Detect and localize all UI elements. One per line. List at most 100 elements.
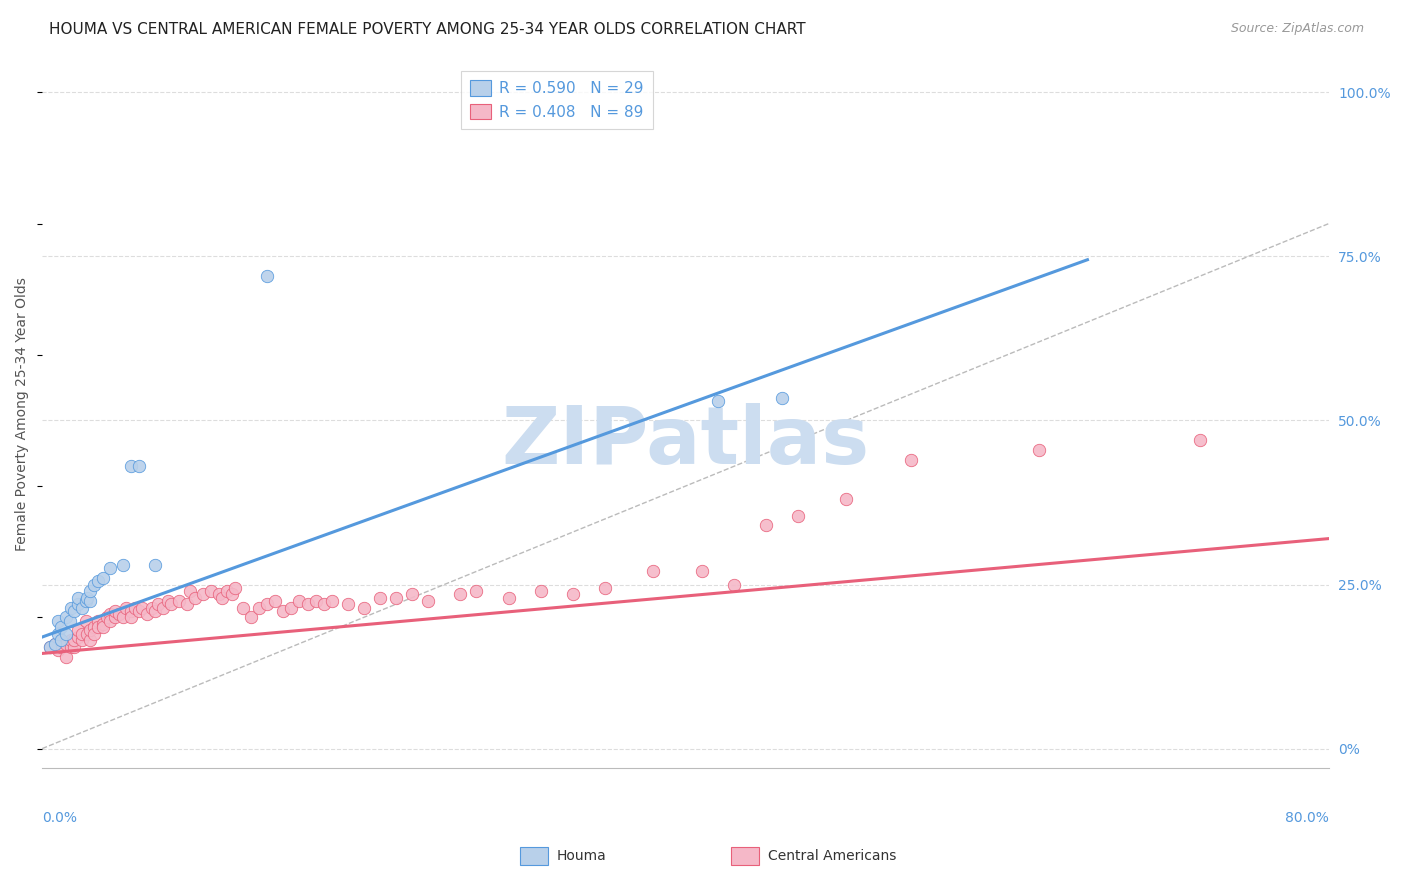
Point	[191, 587, 214, 601]
Point	[401, 587, 423, 601]
Text: ZIPatlas: ZIPatlas	[502, 403, 869, 482]
Point	[643, 565, 665, 579]
Point	[280, 600, 302, 615]
Point	[91, 620, 114, 634]
Point	[58, 614, 80, 628]
Point	[224, 581, 246, 595]
Point	[60, 633, 83, 648]
Point	[146, 597, 169, 611]
Point	[723, 577, 745, 591]
Point	[39, 640, 62, 654]
Point	[184, 591, 207, 605]
Point	[103, 610, 125, 624]
Text: HOUMA VS CENTRAL AMERICAN FEMALE POVERTY AMONG 25-34 YEAR OLDS CORRELATION CHART: HOUMA VS CENTRAL AMERICAN FEMALE POVERTY…	[49, 22, 806, 37]
Point	[66, 591, 89, 605]
Point	[128, 604, 150, 618]
Point	[217, 584, 239, 599]
Point	[79, 584, 101, 599]
Point	[273, 604, 295, 618]
Point	[530, 584, 553, 599]
Point	[72, 600, 94, 615]
Point	[51, 620, 73, 634]
Point	[46, 614, 69, 628]
Point	[96, 610, 118, 624]
Point	[75, 594, 97, 608]
Bar	[520, 847, 548, 865]
Point	[98, 607, 121, 621]
Point	[385, 591, 408, 605]
Point	[124, 600, 146, 615]
Point	[835, 492, 858, 507]
Point	[120, 459, 142, 474]
Point	[176, 597, 198, 611]
Point	[63, 604, 86, 618]
Point	[87, 614, 110, 628]
Point	[787, 508, 810, 523]
Point	[141, 600, 163, 615]
Point	[418, 594, 440, 608]
Point	[211, 591, 233, 605]
Point	[179, 584, 201, 599]
Text: Houma: Houma	[557, 849, 606, 863]
Point	[83, 620, 105, 634]
Point	[240, 610, 263, 624]
Point	[156, 594, 179, 608]
Point	[297, 597, 319, 611]
Point	[321, 594, 343, 608]
Point	[336, 597, 359, 611]
Point	[44, 637, 66, 651]
Point	[465, 584, 488, 599]
Point	[755, 518, 778, 533]
Legend: R = 0.590   N = 29, R = 0.408   N = 89: R = 0.590 N = 29, R = 0.408 N = 89	[461, 70, 652, 128]
Point	[79, 624, 101, 638]
Point	[120, 610, 142, 624]
Point	[60, 640, 83, 654]
Point	[200, 584, 222, 599]
Point	[44, 637, 66, 651]
Point	[232, 600, 254, 615]
Text: 0.0%: 0.0%	[42, 811, 77, 825]
Point	[76, 591, 98, 605]
Point	[66, 597, 89, 611]
Point	[91, 571, 114, 585]
Point	[72, 633, 94, 648]
Point	[706, 393, 728, 408]
Point	[103, 604, 125, 618]
Text: 80.0%: 80.0%	[1285, 811, 1329, 825]
Point	[353, 600, 375, 615]
Point	[131, 600, 153, 615]
Point	[247, 600, 270, 615]
Point	[449, 587, 471, 601]
Point	[63, 633, 86, 648]
Point	[79, 594, 101, 608]
Point	[98, 614, 121, 628]
Point	[55, 637, 77, 651]
Point	[128, 459, 150, 474]
Point	[593, 581, 616, 595]
Point	[55, 626, 77, 640]
Point	[770, 391, 793, 405]
Point	[288, 594, 311, 608]
Point	[114, 600, 136, 615]
Point	[76, 626, 98, 640]
Point	[135, 607, 157, 621]
Text: Source: ZipAtlas.com: Source: ZipAtlas.com	[1230, 22, 1364, 36]
Point	[79, 633, 101, 648]
Point	[66, 630, 89, 644]
Point	[312, 597, 335, 611]
Point	[167, 594, 190, 608]
Text: Central Americans: Central Americans	[768, 849, 896, 863]
Point	[561, 587, 583, 601]
Point	[55, 610, 77, 624]
Point	[256, 597, 278, 611]
Point	[51, 633, 73, 648]
Point	[221, 587, 243, 601]
Point	[152, 600, 174, 615]
Point	[91, 616, 114, 631]
Point	[690, 565, 713, 579]
Point	[1028, 443, 1050, 458]
Y-axis label: Female Poverty Among 25-34 Year Olds: Female Poverty Among 25-34 Year Olds	[15, 277, 30, 551]
Point	[120, 604, 142, 618]
Point	[108, 607, 131, 621]
Point	[304, 594, 326, 608]
